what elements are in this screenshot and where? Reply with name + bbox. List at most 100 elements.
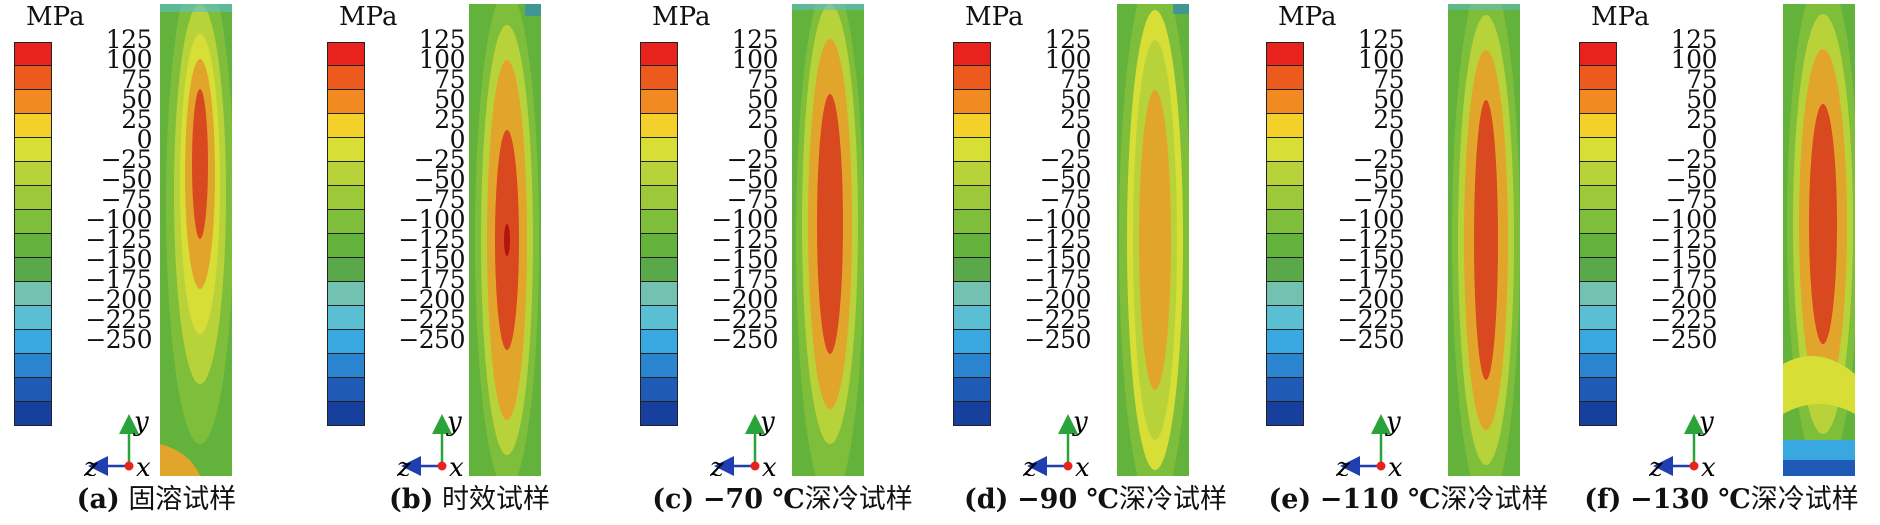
colorbar-swatch xyxy=(1579,162,1617,186)
colorbar-swatch xyxy=(1266,282,1304,306)
colorbar-swatch xyxy=(953,234,991,258)
colorbar-tick-label: −200 xyxy=(1650,285,1717,314)
colorbar-swatch xyxy=(640,234,678,258)
colorbar-swatch xyxy=(1266,138,1304,162)
colorbar-swatch xyxy=(1266,186,1304,210)
colorbar-tick-label: 100 xyxy=(1670,45,1718,74)
colorbar-tick-label: 100 xyxy=(418,45,466,74)
colorbar-tick-label: 125 xyxy=(731,25,779,54)
colorbar-swatch xyxy=(1579,402,1617,426)
coordinate-axes: y z x xyxy=(710,410,777,476)
z-axis-label: z xyxy=(84,453,98,476)
colorbar-swatch xyxy=(640,114,678,138)
coordinate-axes: y z x xyxy=(397,410,464,476)
colorbar-tick-label: −50 xyxy=(1039,165,1092,194)
colorbar-swatch xyxy=(1579,114,1617,138)
colorbar-tick-label: −50 xyxy=(1352,165,1405,194)
colorbar-swatch xyxy=(14,378,52,402)
colorbar-tick-label: −250 xyxy=(85,325,152,354)
colorbar-swatch xyxy=(1266,210,1304,234)
stress-contour-plot xyxy=(160,4,232,476)
colorbar-swatch xyxy=(14,42,52,66)
colorbar-swatch xyxy=(1266,162,1304,186)
colorbar-tick-label: −125 xyxy=(1650,225,1717,254)
colorbar-tick-label: −200 xyxy=(711,285,778,314)
colorbar-tick-label: 50 xyxy=(1373,85,1404,114)
z-axis-label: z xyxy=(1649,453,1663,476)
x-axis-label: x xyxy=(136,453,151,476)
colorbar-swatch xyxy=(640,378,678,402)
colorbar-swatch xyxy=(953,42,991,66)
colorbar-swatch xyxy=(327,354,365,378)
colorbar-tick-label: 75 xyxy=(434,65,465,94)
colorbar-tick-label: −100 xyxy=(1024,205,1091,234)
colorbar-tick-label: −225 xyxy=(1650,305,1717,334)
colorbar-tick-label: −75 xyxy=(1039,185,1092,214)
colorbar-tick-label: −100 xyxy=(1337,205,1404,234)
colorbar xyxy=(327,42,365,426)
colorbar-tick-label: −150 xyxy=(711,245,778,274)
colorbar-swatch xyxy=(327,282,365,306)
colorbar-swatch xyxy=(640,306,678,330)
unit-label: MPa xyxy=(652,2,711,32)
colorbar-tick-label: 0 xyxy=(449,125,466,154)
colorbar-tick-label: 25 xyxy=(1060,105,1091,134)
colorbar-tick-label: −50 xyxy=(1665,165,1718,194)
coordinate-axes: y z x xyxy=(84,410,151,476)
colorbar-swatch xyxy=(953,114,991,138)
x-axis-label: x xyxy=(1075,453,1090,476)
unit-label: MPa xyxy=(1278,2,1337,32)
colorbar-tick-label: −150 xyxy=(1024,245,1091,274)
colorbar-tick-label: 50 xyxy=(747,85,778,114)
panel-caption: (e) −110 ℃深冷试样 xyxy=(1268,484,1549,515)
colorbar-swatch xyxy=(14,258,52,282)
colorbar-swatch xyxy=(1579,330,1617,354)
x-axis-label: x xyxy=(1388,453,1403,476)
colorbar-tick-label: −125 xyxy=(85,225,152,254)
colorbar-tick-label: −250 xyxy=(398,325,465,354)
colorbar-swatch xyxy=(1579,282,1617,306)
colorbar-tick-label: −100 xyxy=(1650,205,1717,234)
colorbar-swatch xyxy=(14,66,52,90)
colorbar-tick-label: 100 xyxy=(1357,45,1405,74)
z-axis-label: z xyxy=(1023,453,1037,476)
panel-caption: (c) −70 ℃深冷试样 xyxy=(652,484,913,515)
colorbar-tick-label: −150 xyxy=(85,245,152,274)
colorbar-tick-label: 0 xyxy=(1701,125,1718,154)
colorbar-swatch xyxy=(1266,234,1304,258)
colorbar-tick-label: −50 xyxy=(413,165,466,194)
colorbar-swatch xyxy=(1266,90,1304,114)
colorbar-tick-label: −175 xyxy=(711,265,778,294)
colorbar-swatch xyxy=(640,402,678,426)
colorbar xyxy=(1579,42,1617,426)
colorbar-tick-label: −250 xyxy=(1337,325,1404,354)
stress-contour-plot xyxy=(469,4,541,476)
colorbar-swatch xyxy=(327,42,365,66)
colorbar-tick-label: −25 xyxy=(726,145,779,174)
colorbar xyxy=(1266,42,1304,426)
colorbar-swatch xyxy=(327,162,365,186)
colorbar-swatch xyxy=(1266,258,1304,282)
colorbar-tick-label: −225 xyxy=(85,305,152,334)
colorbar-swatch xyxy=(640,330,678,354)
colorbar-swatch xyxy=(640,66,678,90)
colorbar-tick-label: 75 xyxy=(1373,65,1404,94)
colorbar-tick-label: −175 xyxy=(85,265,152,294)
colorbar-tick-label: −75 xyxy=(100,185,153,214)
colorbar-swatch xyxy=(1579,138,1617,162)
colorbar-swatch xyxy=(327,306,365,330)
colorbar-swatch xyxy=(327,114,365,138)
panel-d: MPa 125 100 75 50 25 0 −25 −50 −75 −100 −125 −150 −1… xyxy=(939,0,1252,525)
colorbar-tick-label: 100 xyxy=(731,45,779,74)
panel-f: MPa 125 100 75 50 25 0 −25 −50 −75 −100 −125 −150 −1… xyxy=(1565,0,1878,525)
stress-contour-plot xyxy=(1117,4,1189,476)
colorbar-tick-label: −75 xyxy=(1665,185,1718,214)
y-axis-label: y xyxy=(1072,410,1088,437)
colorbar-tick-label: −100 xyxy=(398,205,465,234)
colorbar-tick-label: −25 xyxy=(1039,145,1092,174)
colorbar-tick-label: 0 xyxy=(136,125,153,154)
colorbar-swatch xyxy=(1579,42,1617,66)
y-axis-label: y xyxy=(446,410,462,437)
colorbar-swatch xyxy=(327,330,365,354)
colorbar-swatch xyxy=(953,186,991,210)
